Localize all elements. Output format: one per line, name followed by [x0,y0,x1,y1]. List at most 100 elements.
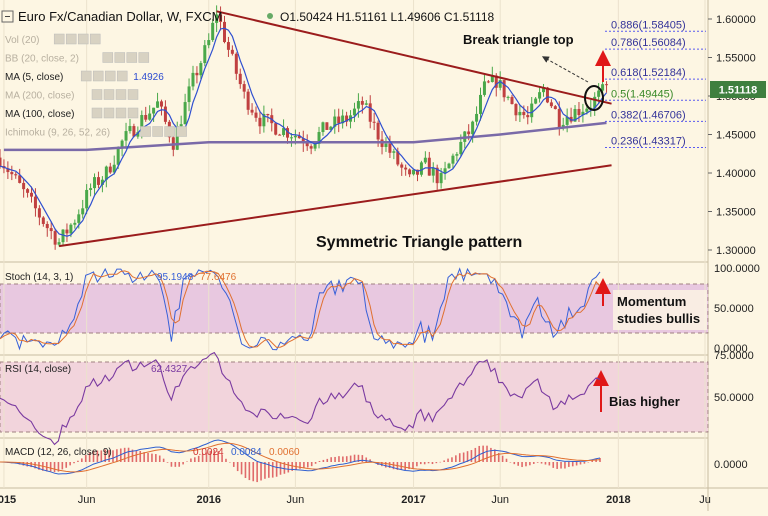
macd-hist-bar [69,462,71,466]
macd-hist-bar [575,462,578,466]
rsi-band [0,361,709,433]
macd-hist-bar [517,462,519,466]
indicator-control-icon[interactable] [115,107,127,119]
candle-body [455,154,459,156]
indicator-control-icon[interactable] [77,33,89,45]
macd-hist-bar [155,454,157,462]
indicator-control-icon[interactable] [102,52,114,63]
indicator-control-icon[interactable] [103,107,115,119]
macd-hist-bar [22,462,25,466]
indicator-control-icon[interactable] [92,70,104,82]
stoch-tick: 0.0000 [714,343,748,355]
candle-body [585,108,589,112]
macd-hist-bar [264,462,266,479]
macd-hist-bar [497,452,500,462]
indicator-control-icon[interactable] [65,33,77,45]
stoch-k-line [0,267,601,351]
macd-hist-bar [447,458,449,462]
candle-body [144,115,148,120]
macd-hist-bar [205,452,208,462]
indicator-control-icon[interactable] [89,33,101,45]
macd-signal-line [0,442,601,473]
macd-value-macd: 0.0084 [231,447,262,458]
indicator-control-icon[interactable] [127,107,139,119]
indicator-control-icon[interactable] [80,70,92,82]
indicator-control-icon[interactable] [114,52,126,63]
indicator-control-icon[interactable] [116,70,128,82]
candle-body [0,157,2,167]
indicator-control-icon[interactable] [53,33,65,45]
macd-hist-bar [579,462,582,465]
break-triangle-annotation: Break triangle top [463,32,574,47]
candle-body [329,126,333,130]
fib-level-label: 0.786(1.56084) [611,37,686,49]
macd-value-signal: 0.0060 [269,447,300,458]
macd-hist-bar [229,462,231,463]
fib-level-label: 0.5(1.49445) [611,88,673,100]
macd-hist-bar [260,462,262,481]
indicator-control-icon[interactable] [103,89,115,100]
macd-hist-bar [443,460,445,462]
candle-body [388,143,392,153]
macd-hist-bar [244,462,247,479]
indicator-control-icon[interactable] [138,52,150,63]
macd-tick: 0.0000 [714,459,748,471]
macd-hist-bar [162,458,165,462]
macd-label: MACD (12, 26, close, 9) [5,447,112,458]
macd-hist-bar [314,462,317,464]
candle-body [384,143,388,147]
candle-body [140,115,144,133]
candle-body [266,113,270,116]
candle-body [360,101,364,105]
candle-body [226,42,230,50]
macd-hist-bar [197,455,200,462]
macd-hist-bar [470,450,473,462]
candle-body [254,112,258,118]
macd-hist-bar [182,462,184,465]
macd-hist-bar [112,450,114,462]
macd-hist-bar [88,452,91,462]
fib-level-label: 0.886(1.58405) [611,19,686,31]
indicator-control-icon[interactable] [152,126,163,137]
indicator-control-icon[interactable] [115,89,127,100]
macd-hist-bar [564,462,566,469]
fib-level-label: 0.382(1.46706) [611,109,686,121]
candle-body [317,132,321,144]
price-tick-label: 1.60000 [716,14,756,26]
indicator-control-icon[interactable] [176,126,187,137]
candle-body [494,75,498,88]
indicator-control-icon[interactable] [126,52,138,63]
time-label: Ju [699,494,711,506]
fib-level-label: 0.618(1.52184) [611,67,686,79]
indicator-label-ichimoku: Ichimoku (9, 26, 52, 26) [5,128,110,139]
indicator-control-icon[interactable] [164,126,175,137]
candle-body [593,96,597,108]
macd-hist-bar [108,450,110,462]
macd-hist-bar [369,459,371,462]
macd-hist-bar [521,462,523,468]
indicator-control-icon[interactable] [91,89,103,100]
candle-body [581,111,585,116]
candle-body [183,102,187,125]
indicator-control-icon[interactable] [127,89,139,100]
macd-hist-bar [166,462,169,463]
macd-hist-bar [451,457,453,462]
macd-hist-bar [275,462,278,477]
candle-body [443,168,447,173]
time-label: 2015 [0,494,16,506]
macd-hist-bar [474,447,477,462]
candle-body [246,91,250,110]
indicator-control-icon[interactable] [104,70,116,82]
candle-body [104,166,108,180]
candle-body [561,124,565,128]
macd-hist-bar [560,462,562,469]
vertical-grid [3,0,706,488]
candle-body [33,196,37,209]
candle-body [85,189,89,209]
candle-body [506,96,510,98]
stoch-value-k: 95.1948 [157,272,194,283]
indicator-control-icon[interactable] [140,126,151,137]
candle-body [423,157,427,163]
macd-hist-bar [408,462,410,470]
indicator-control-icon[interactable] [91,107,103,119]
